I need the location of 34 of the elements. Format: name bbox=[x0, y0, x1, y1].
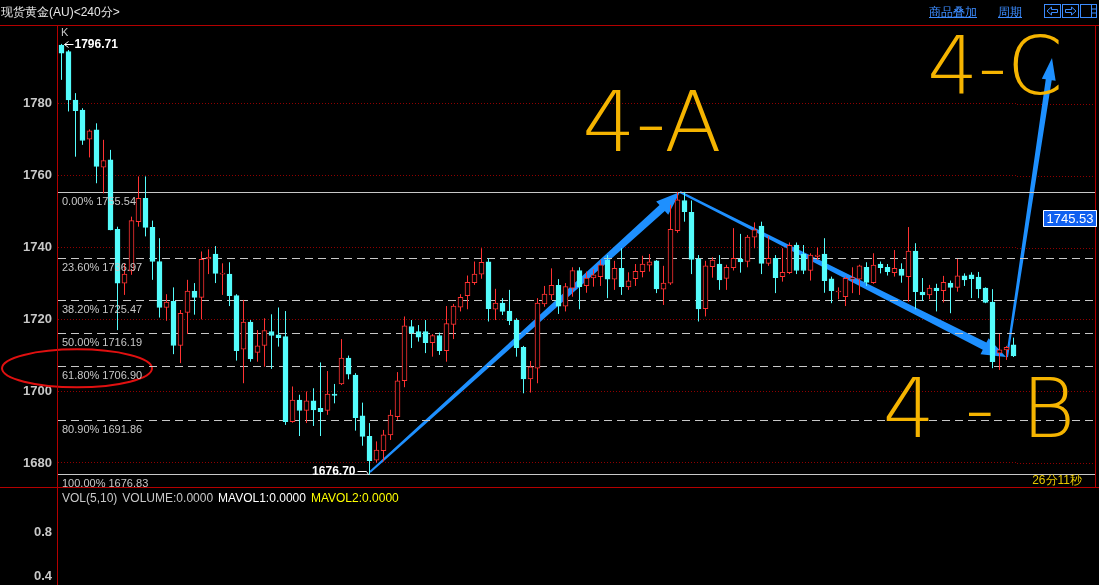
candlestick bbox=[849, 266, 856, 294]
candlestick bbox=[275, 306, 282, 348]
text: 26分11秒 bbox=[1032, 473, 1082, 487]
text: 周期 bbox=[998, 5, 1022, 19]
y-tick-label: 0.4 bbox=[33, 567, 53, 583]
text: 1745.53 bbox=[1046, 211, 1094, 227]
candlestick bbox=[765, 235, 772, 267]
ref-line-label: 61.80% 1706.90 bbox=[62, 368, 143, 381]
annotation: K bbox=[61, 25, 69, 38]
annotation: 1796.71 bbox=[74, 36, 119, 51]
ref-line-label: 50.00% 1716.19 bbox=[62, 335, 143, 348]
legend-label: VOLUME:0.0000 bbox=[122, 491, 214, 506]
y-tick-label: 1740 bbox=[23, 239, 52, 255]
candlestick bbox=[968, 271, 975, 299]
y-tick-label: 1720 bbox=[23, 310, 52, 326]
ref-line-label: 100.00% 1676.83 bbox=[62, 476, 149, 489]
text: 商品叠加 bbox=[929, 5, 977, 19]
y-tick-label: 1680 bbox=[23, 454, 52, 470]
annotation: 1676.70 bbox=[312, 463, 356, 478]
y-tick-label: 1700 bbox=[23, 382, 52, 398]
y-tick-label: 1760 bbox=[23, 167, 52, 183]
annotation: 4-C bbox=[927, 19, 1063, 113]
candlestick bbox=[835, 286, 842, 300]
candlestick bbox=[331, 383, 338, 404]
chart-title: 现货黄金(AU)<240分> bbox=[1, 5, 120, 19]
candlestick bbox=[268, 313, 275, 370]
ref-line-label: 80.90% 1691.86 bbox=[62, 422, 143, 435]
candlestick bbox=[219, 262, 226, 296]
y-tick-label: 1780 bbox=[23, 95, 52, 111]
legend-title: VOL(5,10) bbox=[62, 491, 118, 506]
y-tick-label: 0.8 bbox=[33, 523, 52, 539]
annotation: 4-A bbox=[582, 72, 722, 171]
legend-label: MAVOL2:0.0000 bbox=[310, 491, 400, 506]
legend-label: MAVOL1:0.0000 bbox=[218, 491, 307, 506]
